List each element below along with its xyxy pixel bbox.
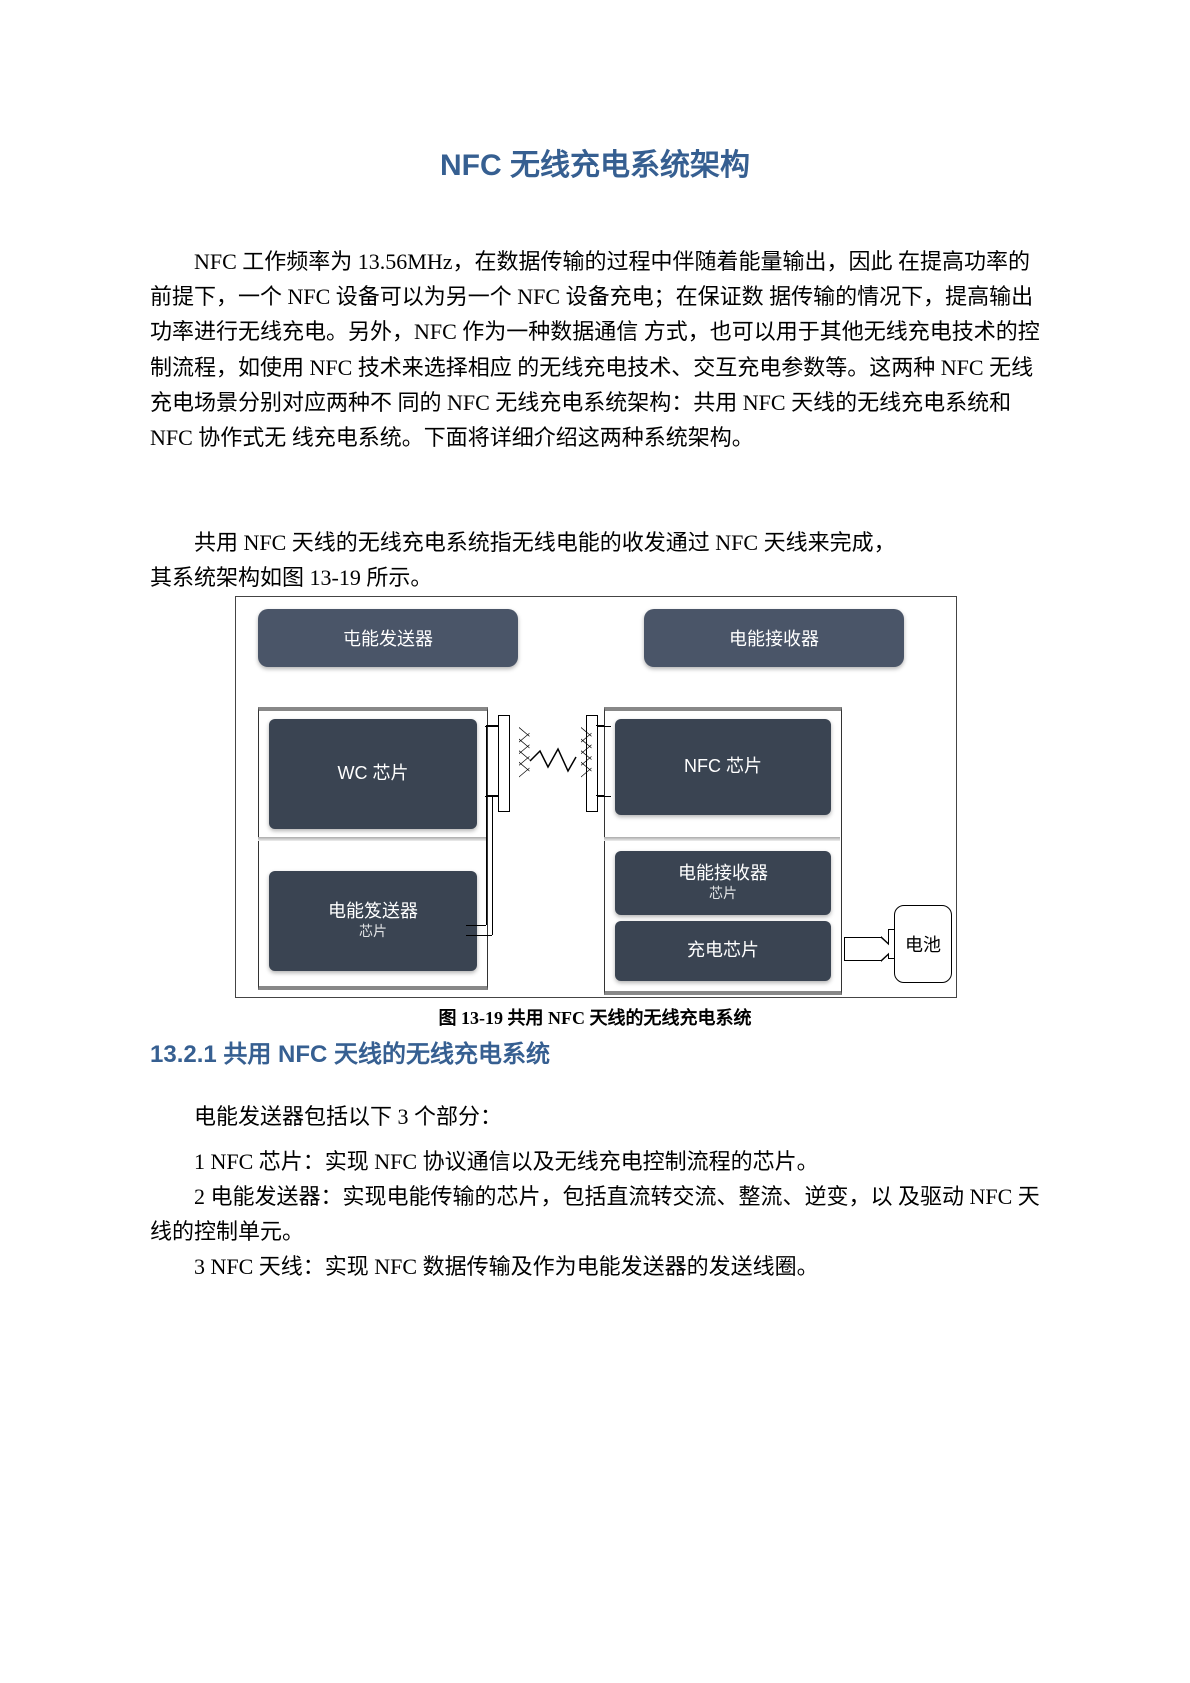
list-item-3: 3 NFC 天线：实现 NFC 数据传输及作为电能发送器的发送线圈。 [150,1249,1040,1284]
figure-13-19: 屯能发送器 电能接收器 WC 芯片 电能笈送器 芯片 NFC 芯片 电能接收器 [235,596,957,998]
block-power-receiver-header: 电能接收器 [644,609,904,667]
list-number: 3 [194,1254,205,1279]
figure-caption: 图 13-19 共用 NFC 天线的无线充电系统 [235,1004,955,1030]
charging-chip-block: 充电芯片 [615,921,831,981]
wire [492,795,493,935]
wire [596,725,604,726]
wire [466,925,486,926]
block-power-transmitter-header: 屯能发送器 [258,609,518,667]
list-item-2: 2 电能发送器：实现电能传输的芯片，包括直流转交流、整流、逆变，以 及驱动 NF… [150,1179,1040,1249]
spark-icon [528,747,578,777]
list-text: NFC 天线：实现 NFC 数据传输及作为电能发送器的发送线圈。 [205,1254,819,1279]
wire [486,725,487,925]
transmitter-parts-intro: 电能发送器包括以下 3 个部分： [150,1099,1040,1134]
nfc-chip-block: NFC 芯片 [615,719,831,815]
wire [486,725,498,726]
list-text: 电能发送器：实现电能传输的芯片，包括直流转交流、整流、逆变，以 及驱动 NFC … [150,1184,1040,1244]
receiver-panel: NFC 芯片 电能接收器 芯片 充电芯片 [604,707,842,995]
shared-antenna-paragraph-2: 其系统架构如图 13-19 所示。 [150,560,1040,595]
coil-left-icon: ⟋⟍⟋⟍⟋⟍⟋⟍ [510,727,526,773]
power-tx-chip-line1: 电能笈送器 [328,901,418,923]
shared-antenna-paragraph-1: 共用 NFC 天线的无线充电系统指无线电能的收发通过 NFC 天线来完成， [150,525,1040,560]
document-page: NFC 无线充电系统架构 NFC 工作频率为 13.56MHz，在数据传输的过程… [0,0,1190,1683]
section-heading-13-2-1: 13.2.1 共用 NFC 天线的无线充电系统 [150,1034,1040,1069]
wire [596,795,604,796]
divider-right [604,837,840,841]
list-number: 1 [194,1149,205,1174]
page-title: NFC 无线充电系统架构 [150,140,1040,184]
figure-number: 图 13-19 [439,1008,504,1028]
list-item-1: 1 NFC 芯片：实现 NFC 协议通信以及无线充电控制流程的芯片。 [150,1144,1040,1179]
power-rx-chip-line2: 芯片 [678,885,768,902]
wc-chip-block: WC 芯片 [269,719,477,829]
transmitter-panel: WC 芯片 电能笈送器 芯片 [258,707,488,990]
figure-caption-text: 共用 NFC 天线的无线充电系统 [503,1008,752,1028]
intro-paragraph: NFC 工作频率为 13.56MHz，在数据传输的过程中伴随着能量输出，因此 在… [150,244,1040,455]
power-tx-chip-line2: 芯片 [328,923,418,940]
list-number: 2 [194,1184,205,1209]
antenna-left [498,715,510,812]
figure-13-19-wrap: 屯能发送器 电能接收器 WC 芯片 电能笈送器 芯片 NFC 芯片 电能接收器 [235,596,955,1030]
power-rx-chip-block: 电能接收器 芯片 [615,851,831,915]
power-tx-chip-block: 电能笈送器 芯片 [269,871,477,971]
battery-block: 电池 [894,905,952,983]
arrow-icon [844,937,882,961]
power-rx-chip-line1: 电能接收器 [678,863,768,885]
list-text: NFC 芯片：实现 NFC 协议通信以及无线充电控制流程的芯片。 [205,1149,819,1174]
divider-left [258,837,486,841]
wire [466,935,492,936]
